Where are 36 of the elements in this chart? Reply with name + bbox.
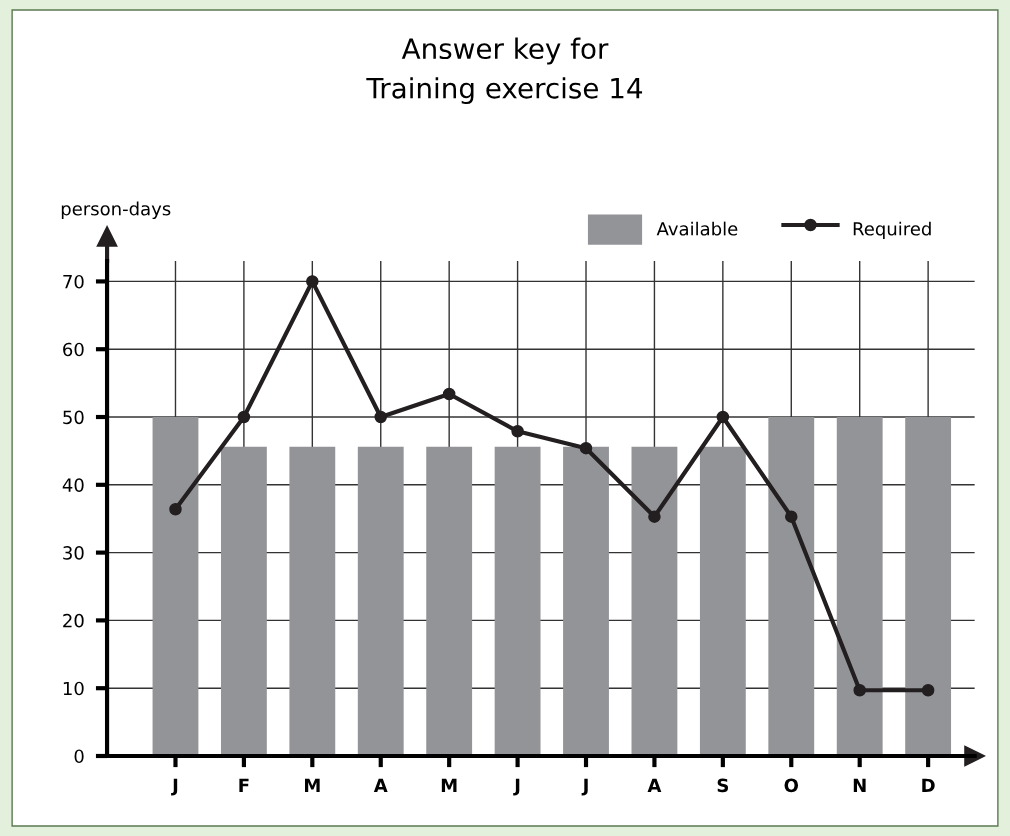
x-tick-label: S — [717, 778, 729, 793]
point — [442, 387, 456, 401]
legend-label: Available — [656, 221, 738, 236]
x-tick-label: A — [373, 778, 388, 792]
x-tick-label: J — [513, 778, 520, 796]
point — [511, 425, 524, 438]
x-tick-label: J — [581, 778, 588, 796]
point — [648, 510, 661, 523]
y-tick-label: 70 — [63, 274, 84, 289]
x-tick-label: M — [305, 778, 320, 792]
y-tick-label: 20 — [63, 613, 84, 628]
x-tick-label: F — [239, 778, 249, 792]
x-tick-label: M — [441, 778, 457, 792]
y-axis-title: person-days — [61, 201, 171, 220]
y-tick-label: 50 — [63, 410, 84, 425]
point — [716, 410, 730, 424]
y-tick-label: 40 — [62, 478, 84, 492]
chart-title: Answer key for Training exercise 14 — [366, 37, 643, 105]
x-tick-label: O — [784, 778, 799, 793]
point — [374, 410, 387, 424]
y-tick-label: 10 — [63, 681, 84, 696]
x-tick-label: N — [853, 778, 866, 792]
y-tick-label: 60 — [63, 342, 84, 357]
point — [853, 683, 866, 697]
x-tick-label: D — [922, 778, 935, 792]
point — [169, 502, 182, 516]
point — [921, 683, 935, 697]
x-tick-label: J — [171, 778, 178, 796]
legend-label: Required — [853, 221, 931, 240]
point — [579, 441, 593, 455]
point — [237, 410, 251, 424]
point — [785, 510, 798, 523]
y-tick-label: 0 — [74, 749, 84, 764]
point — [306, 275, 319, 288]
y-tick-label: 30 — [63, 546, 84, 560]
x-tick-label: A — [647, 778, 662, 792]
